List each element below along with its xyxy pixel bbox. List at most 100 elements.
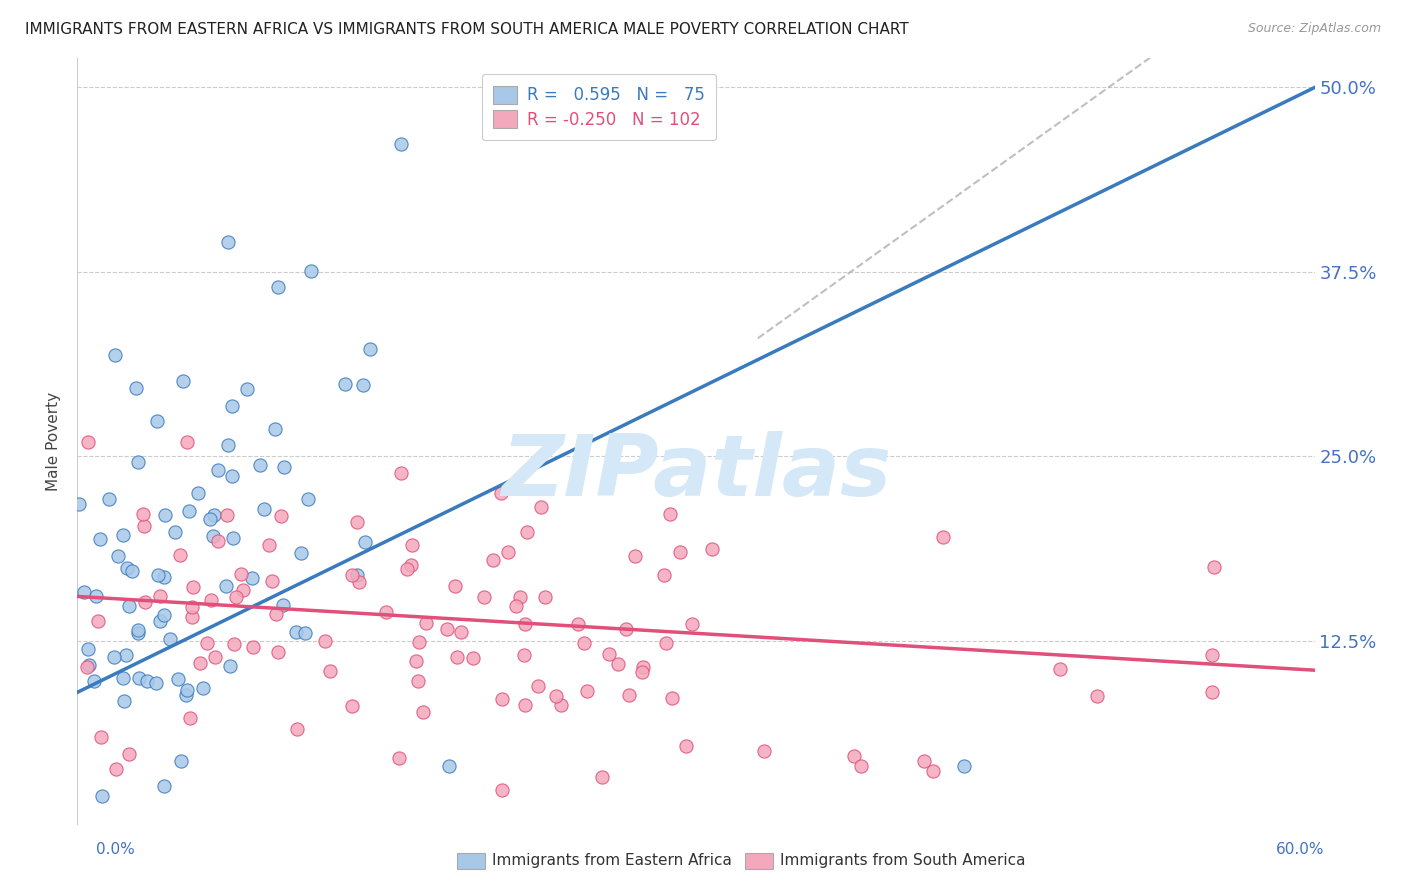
Point [463,651,485,665]
Point [270,509,292,524]
Point [530,500,553,515]
Point [675,739,697,753]
Point [399,558,422,573]
Point [912,754,935,768]
Point [408,635,430,649]
Point [176,434,198,449]
Point [700,542,723,557]
Point [655,636,678,650]
Point [253,501,276,516]
Point [1201,648,1223,663]
Point [125,381,148,395]
Point [359,342,381,356]
Point [115,561,138,575]
Point [482,552,505,566]
Point [264,607,287,622]
Point [661,691,683,706]
Text: ZIPatlas: ZIPatlas [501,431,891,514]
Point [271,598,294,612]
Point [921,764,943,778]
Point [232,583,254,598]
Point [204,508,226,522]
Point [263,422,285,436]
Point [491,782,513,797]
Point [415,616,437,631]
Point [204,650,226,665]
Point [217,235,239,249]
Point [297,492,319,507]
Point [659,508,682,522]
Point [225,590,247,604]
Point [516,524,538,539]
Point [1085,689,1108,703]
Point [169,548,191,562]
Point [132,518,155,533]
Point [153,608,176,623]
Point [624,549,647,564]
Text: 0.0%: 0.0% [96,842,135,856]
Point [472,590,495,604]
Point [314,634,336,648]
Point [267,280,290,294]
Point [76,660,98,674]
Point [136,674,159,689]
Point [388,750,411,764]
Point [574,635,596,649]
Point [107,549,129,563]
Point [166,672,188,686]
Point [121,564,143,578]
Point [111,671,134,685]
Point [389,467,412,481]
Point [145,414,167,428]
Point [134,595,156,609]
Point [90,730,112,744]
Point [91,789,114,803]
Point [544,689,567,703]
Point [505,599,527,613]
Point [491,692,513,706]
Point [396,562,419,576]
Point [374,605,396,619]
Point [89,532,111,546]
Point [249,458,271,472]
Point [112,693,135,707]
Point [401,538,423,552]
Point [240,571,263,585]
Point [153,508,176,522]
Point [79,658,101,673]
Point [170,754,193,768]
Point [353,378,375,392]
Point [242,640,264,655]
Point [342,567,364,582]
Point [550,698,572,712]
Point [617,688,640,702]
Text: Immigrants from Eastern Africa: Immigrants from Eastern Africa [492,854,733,868]
Point [207,534,229,549]
Point [103,348,125,362]
Point [842,748,865,763]
Point [406,673,429,688]
Point [176,682,198,697]
Y-axis label: Male Poverty: Male Poverty [46,392,62,491]
Point [346,568,368,582]
Point [412,705,434,719]
Point [76,641,98,656]
Point [437,759,460,773]
Point [149,589,172,603]
Point [221,469,243,483]
Point [567,617,589,632]
Point [181,610,204,624]
Point [127,625,149,640]
Point [347,574,370,589]
Point [849,759,872,773]
Point [444,579,467,593]
Point [174,688,197,702]
Point [132,507,155,521]
Point [207,463,229,477]
Point [631,665,654,679]
Text: IMMIGRANTS FROM EASTERN AFRICA VS IMMIGRANTS FROM SOUTH AMERICA MALE POVERTY COR: IMMIGRANTS FROM EASTERN AFRICA VS IMMIGR… [25,22,910,37]
Point [114,648,136,662]
Point [87,614,110,628]
Point [294,625,316,640]
Point [591,770,613,784]
